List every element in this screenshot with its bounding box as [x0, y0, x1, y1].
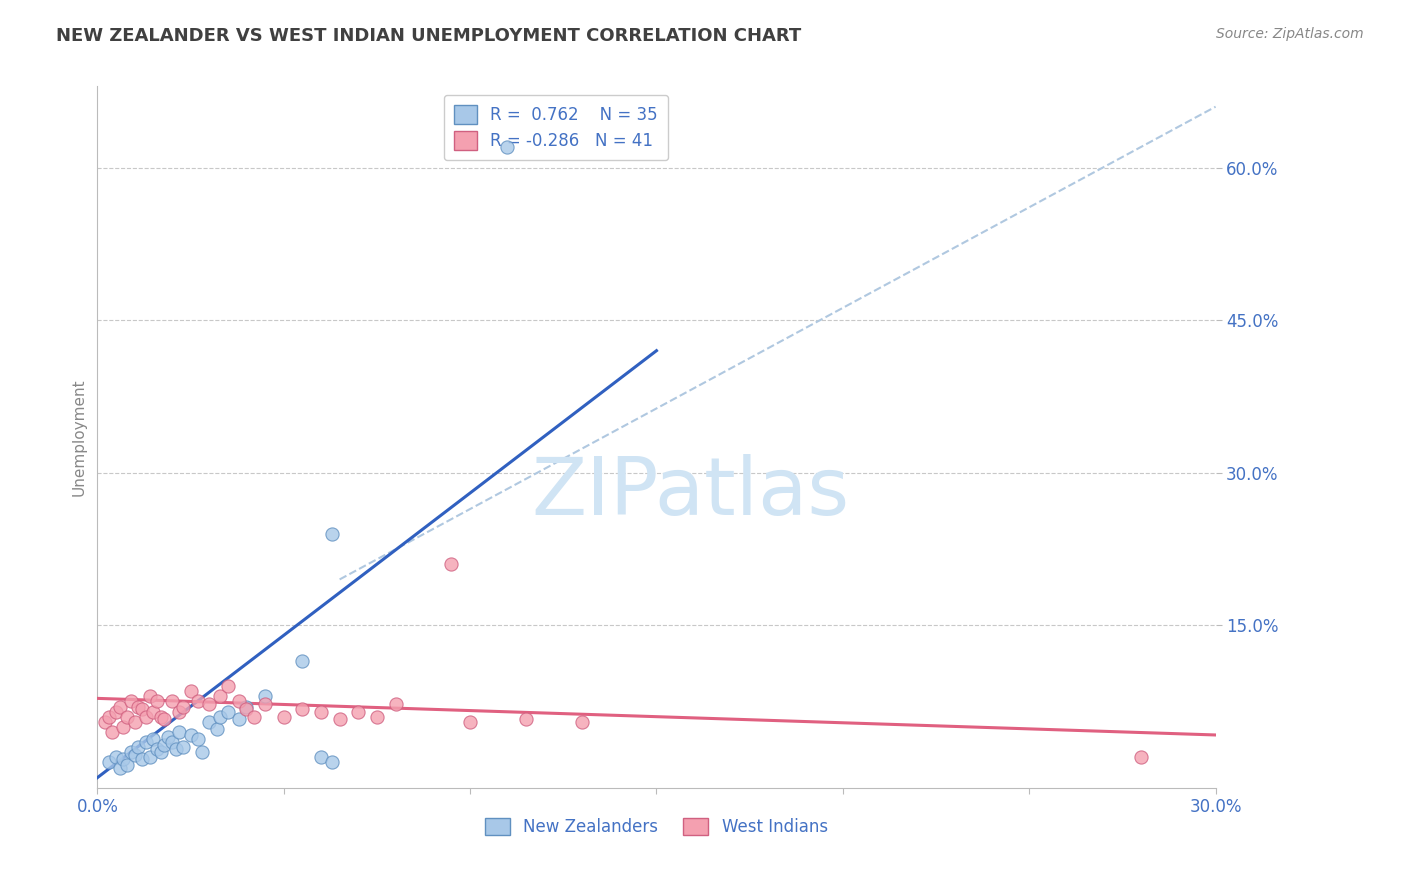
- Point: [101, 725, 124, 739]
- Point: [228, 694, 250, 708]
- Point: [138, 750, 160, 764]
- Point: [217, 679, 239, 693]
- Point: [104, 705, 127, 719]
- Point: [104, 750, 127, 764]
- Point: [571, 714, 593, 729]
- Y-axis label: Unemployment: Unemployment: [72, 378, 86, 496]
- Point: [496, 140, 519, 154]
- Point: [112, 752, 135, 766]
- Point: [291, 654, 314, 668]
- Point: [112, 720, 135, 734]
- Point: [291, 701, 314, 715]
- Point: [165, 742, 187, 756]
- Point: [190, 745, 212, 759]
- Point: [108, 699, 131, 714]
- Text: NEW ZEALANDER VS WEST INDIAN UNEMPLOYMENT CORRELATION CHART: NEW ZEALANDER VS WEST INDIAN UNEMPLOYMEN…: [56, 27, 801, 45]
- Point: [169, 705, 191, 719]
- Point: [135, 709, 157, 723]
- Point: [94, 714, 117, 729]
- Point: [108, 760, 131, 774]
- Point: [127, 740, 149, 755]
- Point: [157, 730, 180, 744]
- Text: Source: ZipAtlas.com: Source: ZipAtlas.com: [1216, 27, 1364, 41]
- Point: [1130, 750, 1153, 764]
- Point: [120, 745, 142, 759]
- Point: [366, 709, 388, 723]
- Point: [515, 712, 537, 726]
- Point: [458, 714, 481, 729]
- Point: [131, 701, 153, 715]
- Point: [209, 709, 232, 723]
- Point: [127, 699, 149, 714]
- Point: [149, 709, 172, 723]
- Point: [273, 709, 295, 723]
- Point: [440, 557, 463, 571]
- Point: [115, 758, 138, 772]
- Point: [198, 698, 221, 712]
- Point: [149, 745, 172, 759]
- Point: [254, 690, 277, 704]
- Point: [180, 728, 202, 742]
- Point: [160, 694, 183, 708]
- Point: [243, 709, 266, 723]
- Point: [153, 712, 176, 726]
- Point: [142, 705, 165, 719]
- Point: [142, 732, 165, 747]
- Point: [160, 735, 183, 749]
- Point: [205, 722, 228, 736]
- Point: [209, 690, 232, 704]
- Point: [180, 684, 202, 698]
- Text: ZIPatlas: ZIPatlas: [531, 454, 849, 533]
- Legend: New Zealanders, West Indians: New Zealanders, West Indians: [478, 811, 835, 843]
- Point: [187, 732, 209, 747]
- Point: [329, 712, 352, 726]
- Point: [321, 756, 343, 770]
- Point: [146, 694, 169, 708]
- Point: [309, 705, 332, 719]
- Point: [135, 735, 157, 749]
- Point: [138, 690, 160, 704]
- Point: [153, 738, 176, 752]
- Point: [321, 526, 343, 541]
- Point: [172, 740, 194, 755]
- Point: [97, 756, 120, 770]
- Point: [120, 694, 142, 708]
- Point: [347, 705, 370, 719]
- Point: [172, 699, 194, 714]
- Point: [115, 709, 138, 723]
- Point: [131, 752, 153, 766]
- Point: [254, 698, 277, 712]
- Point: [228, 712, 250, 726]
- Point: [235, 701, 257, 715]
- Point: [198, 714, 221, 729]
- Point: [97, 709, 120, 723]
- Point: [235, 699, 257, 714]
- Point: [384, 698, 406, 712]
- Point: [124, 714, 146, 729]
- Point: [169, 725, 191, 739]
- Point: [187, 694, 209, 708]
- Point: [124, 748, 146, 763]
- Point: [217, 705, 239, 719]
- Point: [146, 742, 169, 756]
- Point: [309, 750, 332, 764]
